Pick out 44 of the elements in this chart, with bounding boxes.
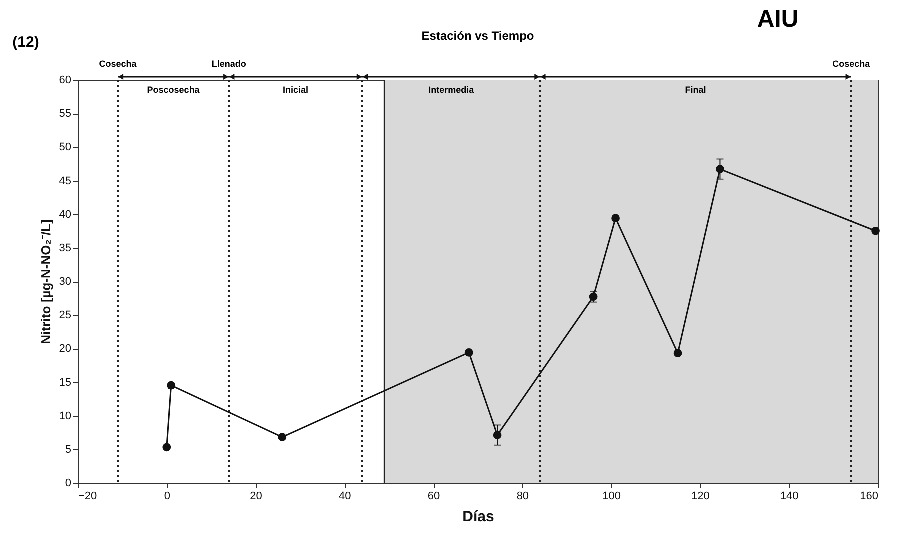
point	[162, 443, 172, 452]
y-tick-label: 50	[59, 142, 72, 154]
y-axis-title: Nitrito [µg-N-NO₂⁻/L]	[38, 220, 54, 344]
y-tick-label: 45	[59, 175, 72, 188]
point	[674, 349, 682, 358]
chart-title: Estación vs Tiempo	[422, 29, 534, 43]
text: (12)	[12, 34, 40, 51]
y-tick-label: 30	[59, 276, 72, 288]
y-tick-label: 0	[65, 478, 72, 490]
x-tick-label: 140	[780, 490, 799, 502]
x-tick-label: 40	[339, 490, 352, 502]
point	[167, 381, 176, 390]
annotation: Intermedia	[428, 85, 476, 95]
annotation: Poscosecha	[147, 85, 201, 95]
point	[612, 214, 620, 223]
point	[278, 433, 287, 442]
point	[716, 165, 724, 174]
x-tick-label: −20	[78, 490, 98, 502]
x-tick-label: 0	[164, 490, 170, 502]
ref-line-label: Llenado	[212, 59, 247, 69]
x-tick-label: 100	[602, 490, 622, 502]
annotation: Inicial	[283, 85, 309, 95]
ref-line-label: Cosecha	[832, 59, 872, 69]
y-tick-label: 10	[59, 410, 72, 422]
y-tick-label: 60	[59, 74, 72, 86]
y-tick-label: 5	[65, 444, 72, 456]
x-tick-label: 160	[860, 490, 878, 502]
x-tick-label: 120	[692, 490, 710, 502]
point	[872, 226, 880, 236]
x-tick-label: 80	[516, 490, 530, 502]
text: AIU	[757, 6, 799, 33]
y-tick-label: 15	[59, 376, 72, 389]
ref-line-label: Cosecha	[99, 59, 138, 69]
annotation: Final	[685, 85, 706, 95]
point	[493, 431, 502, 440]
point	[464, 348, 474, 357]
y-tick-label: 40	[59, 208, 72, 221]
y-tick-label: 35	[59, 242, 72, 254]
x-tick-label: 60	[428, 490, 440, 502]
x-tick-label: 20	[250, 490, 262, 502]
y-tick-label: 20	[59, 343, 72, 356]
y-tick-label: 25	[59, 310, 72, 322]
y-tick-label: 55	[59, 108, 72, 120]
x-axis-title: Días	[462, 508, 494, 526]
